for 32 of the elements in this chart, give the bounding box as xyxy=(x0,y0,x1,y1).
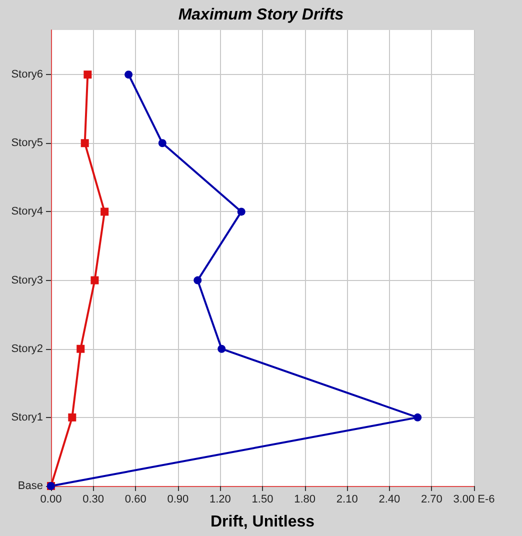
x-tick-label: 1.80 xyxy=(294,494,316,506)
x-tick-label: 1.20 xyxy=(209,494,231,506)
point xyxy=(158,139,166,148)
y-tick-label: Story2 xyxy=(11,342,43,355)
point xyxy=(218,344,226,353)
x-tick-label: 1.50 xyxy=(252,494,274,506)
x-axis-title: Drift, Unitless xyxy=(210,514,315,530)
point xyxy=(237,208,246,216)
point xyxy=(100,208,109,216)
y-tick-label: Story3 xyxy=(11,274,43,286)
x-tick-label: 0.00 xyxy=(40,494,62,506)
x-tick-label: 0.30 xyxy=(82,494,104,506)
y-tick-label: Base xyxy=(18,480,43,492)
point xyxy=(414,413,422,422)
y-tick-label: Story6 xyxy=(11,68,43,81)
y-tick-label: Story1 xyxy=(11,411,43,424)
y-tick-label: Story4 xyxy=(11,206,43,218)
point xyxy=(194,276,202,284)
x-tick-label: 0.60 xyxy=(124,494,146,506)
x-tick-label: 3.00 E-6 xyxy=(453,494,495,506)
x-tick-label: 2.10 xyxy=(336,494,358,506)
x-tick-label: 2.40 xyxy=(378,494,400,506)
x-tick-label: 0.90 xyxy=(167,494,189,506)
point xyxy=(90,276,99,284)
point xyxy=(80,139,89,148)
point xyxy=(84,70,92,79)
point xyxy=(68,413,76,422)
point xyxy=(124,70,133,79)
point xyxy=(76,344,85,353)
chart-title: Maximum Story Drifts xyxy=(178,6,344,24)
x-tick-label: 2.70 xyxy=(420,494,442,506)
y-tick-label: Story5 xyxy=(11,137,43,150)
